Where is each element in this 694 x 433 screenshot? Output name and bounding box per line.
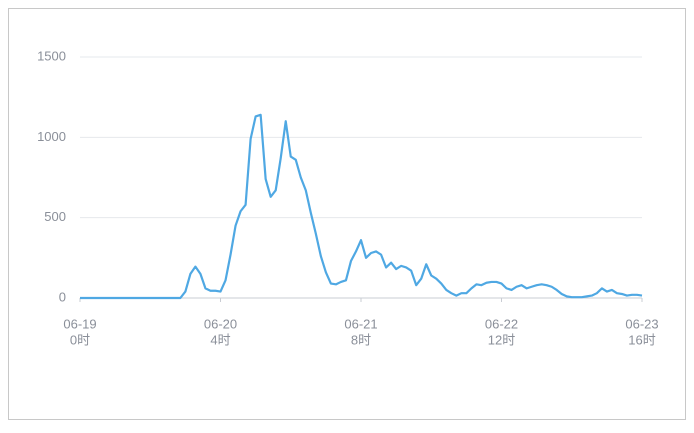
x-tick-label: 06-20 <box>204 316 237 331</box>
x-tick-label: 16时 <box>628 332 655 347</box>
data-line <box>80 113 643 300</box>
x-tick-label: 0时 <box>70 332 90 347</box>
frame <box>8 8 686 420</box>
x-tick-label: 06-23 <box>625 316 658 331</box>
x-tick-label: 06-19 <box>63 316 96 331</box>
y-tick-label: 1500 <box>37 48 66 63</box>
x-tick-label: 4时 <box>210 332 230 347</box>
y-tick-label: 500 <box>44 209 66 224</box>
x-tick-label: 06-22 <box>485 316 518 331</box>
x-tick-label: 8时 <box>351 332 371 347</box>
x-tick-label: 12时 <box>488 332 515 347</box>
y-tick-label: 0 <box>59 289 66 304</box>
y-tick-label: 1000 <box>37 129 66 144</box>
x-tick-label: 06-21 <box>344 316 377 331</box>
